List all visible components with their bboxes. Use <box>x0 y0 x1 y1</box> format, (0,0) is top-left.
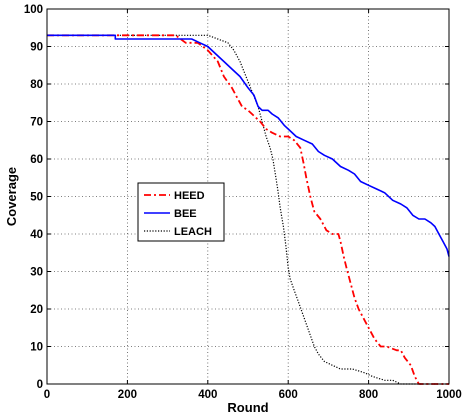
legend-item-leach: LEACH <box>144 226 212 238</box>
legend-label-heed: HEED <box>174 190 205 202</box>
x-tick-label: 200 <box>118 389 137 401</box>
y-tick-label: 90 <box>30 42 43 54</box>
y-tick-label: 70 <box>30 117 43 129</box>
grid-lines <box>47 9 449 384</box>
series-line-bee <box>47 34 450 257</box>
series-line-leach <box>47 34 449 385</box>
legend-label-leach: LEACH <box>174 226 212 238</box>
legend-item-heed: HEED <box>144 190 205 202</box>
axis-ticks: 0 200 400 600 800 1000 0 10 20 30 40 50 60 70 80 90 100 <box>24 4 462 401</box>
y-tick-label: 50 <box>30 192 43 204</box>
y-tick-label: 80 <box>30 79 43 91</box>
y-tick-label: 100 <box>24 4 43 16</box>
x-tick-label: 400 <box>198 389 217 401</box>
series-line-heed <box>47 34 449 385</box>
legend-item-bee: BEE <box>144 208 197 220</box>
y-tick-label: 60 <box>30 154 43 166</box>
x-tick-label: 0 <box>44 389 50 401</box>
legend-label-bee: BEE <box>174 208 197 220</box>
y-tick-label: 10 <box>30 342 43 354</box>
series-lines <box>47 34 450 385</box>
x-axis-label: Round <box>227 400 268 415</box>
y-tick-label: 40 <box>30 229 43 241</box>
y-tick-label: 30 <box>30 267 43 279</box>
y-axis-label: Coverage <box>4 167 19 226</box>
x-tick-label: 600 <box>279 389 298 401</box>
y-tick-label: 0 <box>37 379 43 391</box>
x-tick-label: 800 <box>359 389 378 401</box>
legend: HEED BEE LEACH <box>137 182 225 242</box>
x-tick-label: 1000 <box>436 389 462 401</box>
y-tick-label: 20 <box>30 304 43 316</box>
legend-box <box>137 182 225 242</box>
